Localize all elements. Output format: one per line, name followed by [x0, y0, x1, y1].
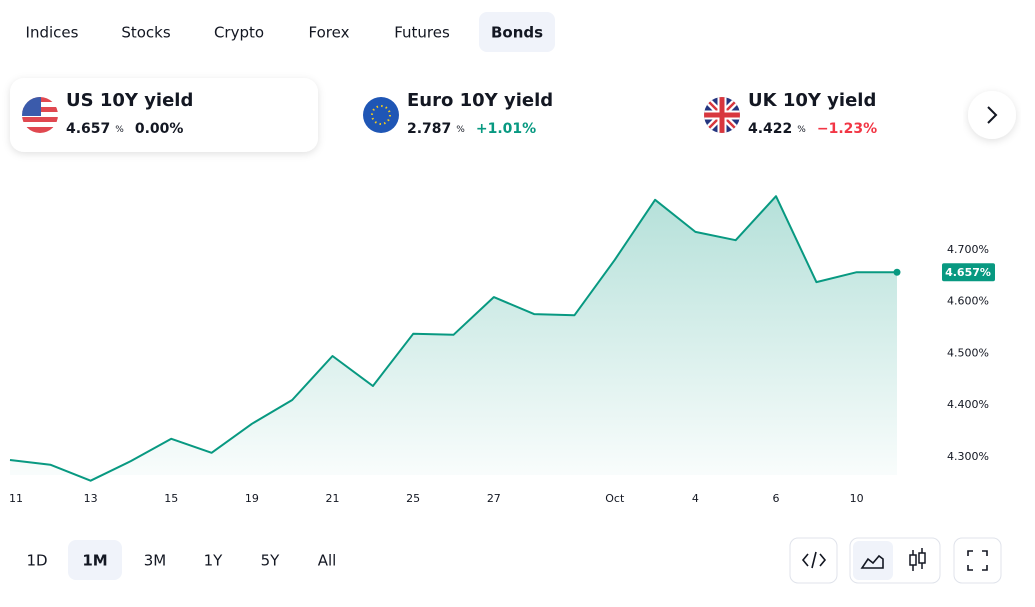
x-tick-label: 6 — [773, 492, 780, 505]
ticker-card[interactable]: UK 10Y yield 4.422% −1.23% — [748, 90, 877, 137]
candle-style-button[interactable] — [909, 548, 926, 571]
ticker-name: UK 10Y yield — [748, 90, 876, 111]
range-button[interactable]: 1D — [26, 552, 47, 570]
x-tick-label: 25 — [406, 492, 420, 505]
tab[interactable]: Futures — [394, 24, 450, 42]
embed-button[interactable] — [789, 537, 838, 584]
x-tick-label: Oct — [605, 492, 625, 505]
x-tick-label: 27 — [487, 492, 501, 505]
y-tick-label: 4.600% — [947, 295, 989, 308]
x-tick-label: 21 — [326, 492, 340, 505]
range-button[interactable]: 3M — [144, 552, 167, 570]
range-button[interactable]: 1M — [68, 540, 122, 580]
x-tick-label: 19 — [245, 492, 259, 505]
y-tick-label: 4.700% — [947, 243, 989, 256]
ticker-value: 4.657 — [66, 121, 110, 137]
ticker-quote: 4.657% 0.00% — [66, 121, 183, 137]
y-tick-label: 4.500% — [947, 346, 989, 359]
ticker-change: 0.00% — [135, 121, 184, 137]
range-label: 5Y — [261, 552, 281, 570]
range-button[interactable]: All — [318, 552, 337, 570]
ticker-value: 4.422 — [748, 121, 792, 137]
ticker-unit: % — [115, 125, 124, 135]
x-tick-label: 10 — [850, 492, 864, 505]
ticker-value: 2.787 — [407, 121, 451, 137]
last-point — [893, 268, 901, 276]
x-tick-label: 15 — [164, 492, 178, 505]
area-style-button[interactable] — [853, 541, 893, 580]
tab-label: Indices — [26, 24, 79, 42]
y-tick-label: 4.300% — [947, 450, 989, 463]
ticker-name: US 10Y yield — [66, 90, 193, 111]
x-tick-label: 11 — [9, 492, 23, 505]
range-label: 1M — [82, 552, 107, 570]
yield-line — [9, 195, 897, 482]
current-value-label: 4.657% — [945, 266, 991, 279]
tab-label: Forex — [309, 24, 350, 42]
ticker-unit: % — [456, 125, 465, 135]
ticker-change: −1.23% — [817, 121, 877, 137]
ticker-quote: 2.787% +1.01% — [407, 121, 536, 137]
current-value-badge — [942, 263, 995, 282]
tab[interactable]: Indices — [26, 24, 79, 42]
content: US 10Y yield 4.657% 0.00% Indices Stocks Cryp… — [9, 12, 995, 580]
tab[interactable]: Stocks — [121, 24, 171, 42]
tab-label: Futures — [394, 24, 450, 42]
tab-highlight — [479, 12, 555, 52]
next-button[interactable] — [968, 91, 1016, 139]
y-tick-label: 4.400% — [947, 398, 989, 411]
ticker-change: +1.01% — [476, 121, 536, 137]
range-label: 1Y — [204, 552, 224, 570]
range-label: 3M — [144, 552, 167, 570]
ticker-quote: 4.422% −1.23% — [748, 121, 877, 137]
ticker-name: Euro 10Y yield — [407, 90, 553, 111]
range-label: 1D — [26, 552, 47, 570]
tab[interactable]: Bonds — [479, 12, 555, 52]
range-button[interactable]: 1Y — [204, 552, 224, 570]
range-button[interactable]: 5Y — [261, 552, 281, 570]
area-fill — [10, 196, 897, 481]
tab-label: Stocks — [121, 24, 171, 42]
tab-label: Bonds — [491, 24, 543, 42]
range-highlight — [68, 540, 122, 580]
x-tick-label: 13 — [84, 492, 98, 505]
x-tick-label: 4 — [692, 492, 699, 505]
tab[interactable]: Forex — [309, 24, 350, 42]
ticker-unit: % — [797, 125, 806, 135]
eu-flag — [363, 97, 399, 133]
uk-flag — [704, 97, 740, 133]
ticker-card[interactable]: US 10Y yield 4.657% 0.00% — [66, 90, 193, 137]
card-background — [10, 78, 318, 152]
us-flag — [22, 97, 58, 133]
range-label: All — [318, 552, 337, 570]
tab[interactable]: Crypto — [214, 24, 264, 42]
tab-label: Crypto — [214, 24, 264, 42]
ticker-card[interactable]: Euro 10Y yield 2.787% +1.01% — [407, 90, 553, 137]
fullscreen-button[interactable] — [953, 537, 1002, 584]
